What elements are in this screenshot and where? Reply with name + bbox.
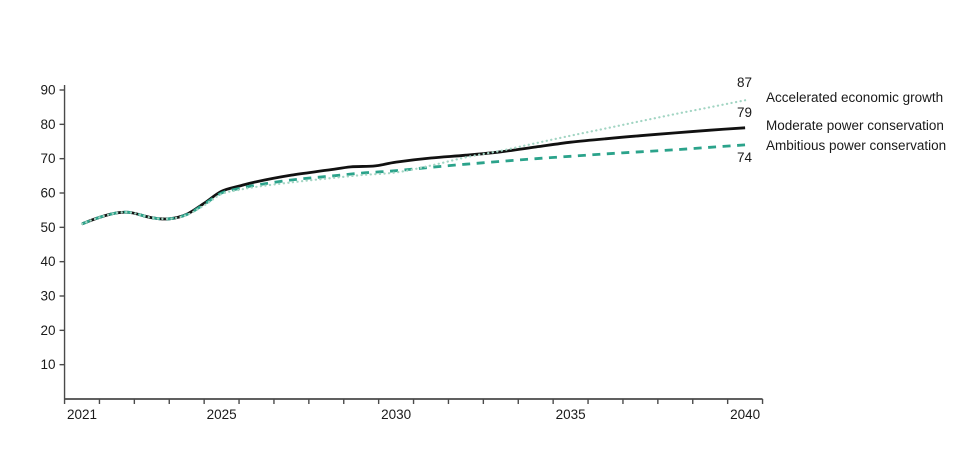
y-axis-tick-label: 60	[41, 186, 56, 201]
end-value-ambitious: 74	[736, 150, 752, 165]
x-axis-tick-label: 2030	[381, 407, 411, 422]
series-line-dotted	[80, 99, 747, 226]
y-axis-tick-label: 30	[41, 289, 56, 304]
y-axis-tick-label: 70	[41, 151, 56, 166]
y-axis-tick-label: 90	[41, 83, 56, 98]
series-line-solid	[81, 126, 746, 226]
end-value-moderate: 79	[736, 105, 752, 120]
y-axis-tick-label: 50	[41, 220, 56, 235]
series-line-dashed	[81, 143, 746, 226]
y-axis-tick-label: 80	[41, 117, 56, 132]
y-axis-tick-label: 20	[41, 323, 56, 338]
legend-accelerated-economic-growth: Accelerated economic growth	[766, 90, 944, 105]
x-axis-tick-label: 2025	[207, 407, 237, 422]
x-axis-tick-label: 2035	[556, 407, 586, 422]
legend-moderate-power-conservation: Moderate power conservation	[766, 118, 944, 133]
y-axis-tick-label: 40	[41, 254, 56, 269]
y-axis-tick-label: 10	[41, 357, 56, 372]
end-value-accelerated: 87	[736, 75, 752, 90]
x-axis-tick-label: 2040	[730, 407, 760, 422]
legend-ambitious-power-conservation: Ambitious power conservation	[766, 138, 947, 153]
x-axis-tick-label: 2021	[67, 407, 97, 422]
